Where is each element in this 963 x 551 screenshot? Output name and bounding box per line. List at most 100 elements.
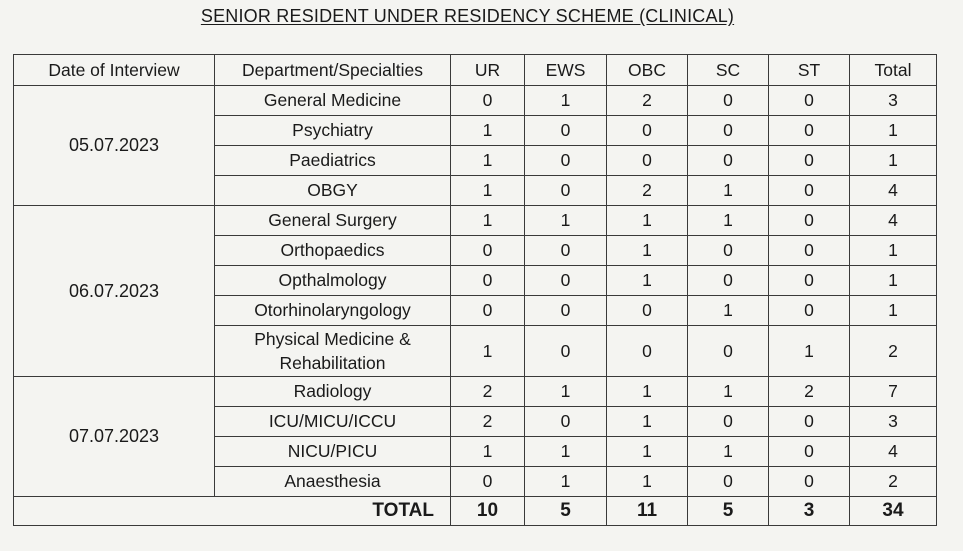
ews-count: 1 — [524, 85, 607, 116]
total-count: 3 — [849, 406, 937, 437]
department-name: Physical Medicine & Rehabilitation — [214, 325, 451, 377]
ur-count: 1 — [450, 205, 525, 236]
st-count: 0 — [768, 145, 850, 176]
sc-count: 0 — [687, 265, 769, 296]
ews-count: 1 — [524, 376, 607, 407]
obc-count: 1 — [606, 235, 688, 266]
sc-count: 1 — [687, 205, 769, 236]
st-count: 0 — [768, 235, 850, 266]
vacancy-table: Date of Interview Department/Specialties… — [13, 54, 937, 526]
ews-count: 0 — [524, 265, 607, 296]
st-count: 0 — [768, 406, 850, 437]
sc-count: 0 — [687, 145, 769, 176]
sc-count: 1 — [687, 295, 769, 326]
ur-count: 0 — [450, 466, 525, 497]
department-name: Opthalmology — [214, 265, 451, 296]
department-name: Otorhinolaryngology — [214, 295, 451, 326]
total-count: 4 — [849, 436, 937, 467]
obc-count: 1 — [606, 265, 688, 296]
document-title-text: SENIOR RESIDENT UNDER RESIDENCY SCHEME (… — [200, 6, 735, 26]
header-obc: OBC — [606, 54, 688, 86]
total-label: TOTAL — [13, 496, 451, 526]
table-body: 05.07.2023 General Medicine 0 1 2 0 0 3 Psychiat… — [13, 85, 937, 497]
ews-count: 0 — [524, 175, 607, 206]
total-count: 1 — [849, 145, 937, 176]
interview-date: 07.07.2023 — [13, 376, 215, 497]
ur-count: 0 — [450, 295, 525, 326]
total-count: 2 — [849, 325, 937, 377]
sc-count: 1 — [687, 436, 769, 467]
st-count: 2 — [768, 376, 850, 407]
obc-count: 1 — [606, 406, 688, 437]
department-name: ICU/MICU/ICCU — [214, 406, 451, 437]
interview-date: 05.07.2023 — [13, 85, 215, 206]
header-ur: UR — [450, 54, 525, 86]
table-row: Orthopaedics 0 0 1 0 0 1 — [14, 235, 937, 266]
ur-count: 1 — [450, 115, 525, 146]
total-count: 3 — [849, 85, 937, 116]
total-count: 7 — [849, 376, 937, 407]
ur-count: 1 — [450, 175, 525, 206]
obc-count: 1 — [606, 376, 688, 407]
table-row: Psychiatry 1 0 0 0 0 1 — [14, 115, 937, 146]
total-count: 1 — [849, 115, 937, 146]
ews-count: 0 — [524, 325, 607, 377]
ur-count: 0 — [450, 265, 525, 296]
st-count: 1 — [768, 325, 850, 377]
total-st: 3 — [768, 496, 850, 526]
obc-count: 0 — [606, 115, 688, 146]
ur-count: 2 — [450, 406, 525, 437]
header-st: ST — [768, 54, 850, 86]
ur-count: 0 — [450, 85, 525, 116]
ur-count: 1 — [450, 145, 525, 176]
obc-count: 1 — [606, 205, 688, 236]
ur-count: 1 — [450, 436, 525, 467]
st-count: 0 — [768, 115, 850, 146]
st-count: 0 — [768, 175, 850, 206]
st-count: 0 — [768, 265, 850, 296]
total-count: 4 — [849, 205, 937, 236]
department-name: OBGY — [214, 175, 451, 206]
table-row: 07.07.2023 Radiology 2 1 1 1 2 7 — [13, 376, 937, 497]
header-ews: EWS — [524, 54, 607, 86]
st-count: 0 — [768, 295, 850, 326]
ur-count: 2 — [450, 376, 525, 407]
total-count: 1 — [849, 265, 937, 296]
total-obc: 11 — [606, 496, 688, 526]
ews-count: 0 — [524, 406, 607, 437]
sc-count: 0 — [687, 406, 769, 437]
total-count: 2 — [849, 466, 937, 497]
table-row: OBGY 1 0 2 1 0 4 — [14, 175, 937, 206]
obc-count: 1 — [606, 466, 688, 497]
table-row: Anaesthesia 0 1 1 0 0 2 — [14, 466, 937, 497]
sc-count: 0 — [687, 325, 769, 377]
department-name: General Surgery — [214, 205, 451, 236]
obc-count: 1 — [606, 436, 688, 467]
document-title: SENIOR RESIDENT UNDER RESIDENCY SCHEME (… — [0, 6, 935, 27]
header-date: Date of Interview — [13, 54, 215, 86]
ews-count: 0 — [524, 235, 607, 266]
ews-count: 0 — [524, 145, 607, 176]
ews-count: 1 — [524, 436, 607, 467]
department-name: Paediatrics — [214, 145, 451, 176]
st-count: 0 — [768, 466, 850, 497]
obc-count: 2 — [606, 85, 688, 116]
total-ews: 5 — [524, 496, 607, 526]
ews-count: 1 — [524, 205, 607, 236]
department-name: Psychiatry — [214, 115, 451, 146]
sc-count: 0 — [687, 85, 769, 116]
department-name: NICU/PICU — [214, 436, 451, 467]
total-count: 4 — [849, 175, 937, 206]
sc-count: 0 — [687, 235, 769, 266]
table-row: Paediatrics 1 0 0 0 0 1 — [14, 145, 937, 176]
department-name: Radiology — [214, 376, 451, 407]
header-total: Total — [849, 54, 937, 86]
table-row: NICU/PICU 1 1 1 1 0 4 — [14, 436, 937, 467]
table-row: 05.07.2023 General Medicine 0 1 2 0 0 3 — [13, 85, 937, 206]
obc-count: 2 — [606, 175, 688, 206]
ews-count: 1 — [524, 466, 607, 497]
obc-count: 0 — [606, 325, 688, 377]
ur-count: 1 — [450, 325, 525, 377]
st-count: 0 — [768, 85, 850, 116]
sc-count: 1 — [687, 376, 769, 407]
